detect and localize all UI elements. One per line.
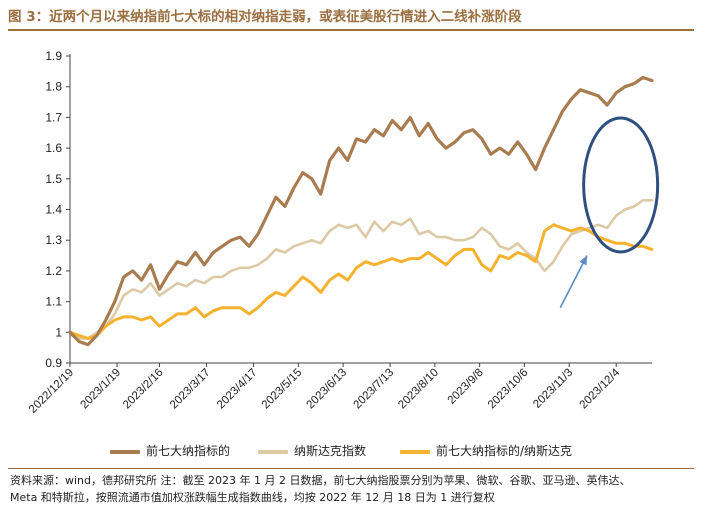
x-tick-label: 2023/6/13: [305, 367, 350, 412]
x-tick-label: 2023/5/15: [260, 367, 305, 412]
chart-axes: 0.9 1 1.1 1.2 1.3 1.4 1.5 1.6 1.7 1.8 1.9 2022/12/1…: [27, 49, 652, 416]
chart-legend: 前七大纳指标的 纳斯达克指数 前七大纳指标的/纳斯达克: [110, 441, 700, 461]
legend-item-nasdaq: 纳斯达克指数: [258, 441, 366, 461]
y-tick-label: 1.8: [45, 80, 62, 94]
x-tick-label: 2023/2/16: [121, 367, 166, 412]
y-tick-label: 1.1: [45, 295, 62, 309]
y-tick-label: 1: [55, 325, 62, 339]
x-tick-label: 2023/7/13: [352, 367, 397, 412]
x-tick-label: 2022/12/19: [27, 367, 76, 416]
source-note: 资料来源：wind，德邦研究所 注：截至 2023 年 1 月 2 日数据，前七…: [10, 472, 700, 506]
x-tick-label: 2023/4/17: [215, 367, 260, 412]
y-tick-label: 1.2: [45, 264, 62, 278]
x-tick-label: 2023/11/3: [531, 367, 575, 411]
x-tick-label: 2023/8/10: [396, 367, 441, 412]
x-tick-label: 2023/1/19: [78, 367, 123, 412]
y-tick-label: 1.7: [45, 110, 62, 124]
series-line-0: [68, 75, 654, 347]
chart-series: [68, 75, 654, 347]
legend-item-top7: 前七大纳指标的: [110, 441, 230, 461]
y-tick-label: 0.9: [45, 356, 62, 370]
arrow-head: [579, 255, 588, 266]
y-tick-label: 1.6: [45, 141, 62, 155]
legend-swatch-ratio: [400, 449, 430, 454]
y-tick-label: 1.3: [45, 233, 62, 247]
figure-title: 图 3：近两个月以来纳指前七大标的相对纳指走弱，或表征美股行情进入二线补涨阶段: [8, 9, 522, 25]
y-tick-label: 1.4: [45, 203, 62, 217]
source-line-2: Meta 和特斯拉，按照流通市值加权涨跌幅生成指数曲线，均按 2022 年 12…: [10, 491, 495, 504]
legend-label-ratio: 前七大纳指标的/纳斯达克: [436, 444, 573, 458]
x-tick-label: 2023/9/8: [446, 367, 486, 407]
legend-label-top7: 前七大纳指标的: [146, 444, 231, 458]
legend-label-nasdaq: 纳斯达克指数: [294, 444, 367, 458]
series-line-1: [68, 199, 654, 340]
highlight-ellipse: [582, 116, 660, 254]
line-chart: 0.9 1 1.1 1.2 1.3 1.4 1.5 1.6 1.7 1.8 1.9 2022/12/1…: [27, 49, 660, 416]
chart-annotations: [559, 116, 660, 309]
legend-item-ratio: 前七大纳指标的/纳斯达克: [400, 441, 572, 461]
x-tick-label: 2023/10/6: [486, 367, 531, 412]
x-tick-label: 2023/12/4: [578, 366, 623, 411]
x-tick-label: 2023/3/17: [168, 367, 213, 412]
footer-divider: [8, 468, 694, 469]
arrow-shaft: [559, 255, 588, 309]
y-tick-label: 1.9: [45, 49, 62, 63]
title-divider: [8, 29, 694, 31]
series-line-2: [68, 223, 654, 340]
source-line-1: 资料来源：wind，德邦研究所 注：截至 2023 年 1 月 2 日数据，前七…: [10, 474, 631, 487]
legend-swatch-top7: [110, 449, 140, 454]
y-tick-label: 1.5: [45, 172, 62, 186]
legend-swatch-nasdaq: [258, 449, 288, 454]
